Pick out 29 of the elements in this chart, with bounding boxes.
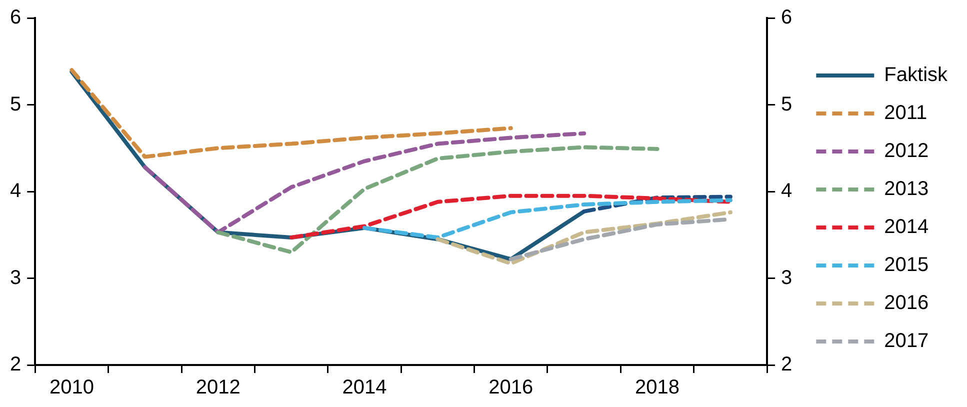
legend-label: 2012 [884,140,929,162]
x-tick-label: 2012 [196,376,240,399]
y-tick-label: 3 [10,266,22,289]
legend-label: Faktisk [884,64,949,86]
y2-tick-label: 6 [781,6,792,29]
y-tick-label: 4 [10,180,22,202]
legend-label: 2013 [884,178,929,200]
line-series [362,198,732,240]
legend-label: 2015 [884,254,929,276]
legend-label: 2016 [884,292,929,314]
x-tick-label: 2010 [49,376,94,399]
x-tick-label: 2018 [635,376,680,399]
line-series [142,131,586,234]
legend-label: 2017 [884,330,929,352]
y2-tick-label: 5 [781,93,792,116]
x-tick-label: 2016 [488,376,534,399]
legend-label: 2014 [884,216,929,238]
y-tick-label: 2 [10,354,22,376]
line-series [70,68,513,159]
y-tick-label: 5 [10,93,22,116]
line-series [436,210,732,266]
line-series [216,145,660,254]
line-series [289,194,732,240]
y2-tick-label: 2 [781,354,792,376]
y2-tick-label: 4 [781,180,792,202]
x-tick-label: 2014 [342,376,387,399]
y-tick-label: 6 [10,6,22,29]
legend-label: 2011 [884,102,928,124]
y2-tick-label: 3 [781,266,792,289]
